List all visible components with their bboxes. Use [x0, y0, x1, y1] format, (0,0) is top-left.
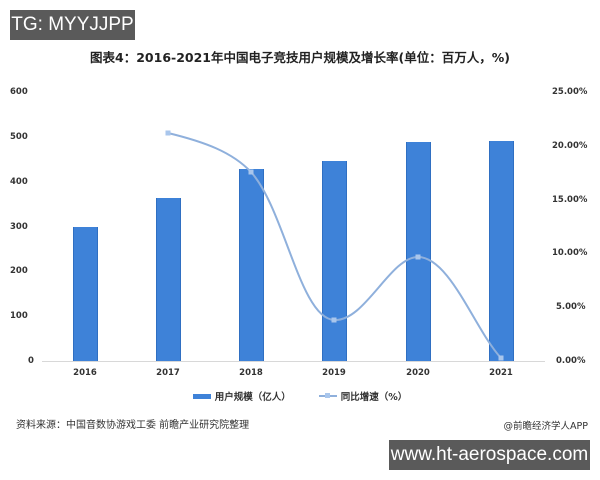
source-note: 资料来源：中国音数协游戏工委 前瞻产业研究院整理 — [16, 420, 250, 431]
legend-item-bar: 用户规模（亿人） — [192, 389, 291, 403]
left-tick: 100 — [10, 311, 28, 321]
right-tick: 0.00% — [556, 356, 586, 366]
line-marker — [415, 254, 421, 260]
credit: @前瞻经济学人APP — [503, 421, 588, 432]
right-tick: 15.00% — [552, 195, 588, 205]
line-marker — [248, 169, 254, 175]
legend-item-line: 同比增速（%） — [318, 389, 408, 403]
x-tick: 2016 — [73, 368, 97, 378]
x-axis-line — [42, 361, 545, 362]
line-marker — [165, 130, 171, 136]
bar-2020 — [406, 142, 431, 361]
legend-line-label: 同比增速（%） — [340, 392, 408, 403]
left-tick: 200 — [10, 266, 28, 276]
right-tick: 5.00% — [556, 302, 586, 312]
watermark-tag-top: TG: MYYJJPP — [10, 10, 135, 40]
line-marker — [498, 355, 504, 361]
bar-2019 — [322, 161, 347, 361]
left-tick: 400 — [10, 177, 28, 187]
watermark-tag-bottom: www.ht-aerospace.com — [389, 440, 590, 470]
right-tick: 10.00% — [552, 248, 588, 258]
x-tick: 2018 — [239, 368, 263, 378]
legend-bar-label: 用户规模（亿人） — [214, 392, 291, 403]
bar-2021 — [489, 141, 514, 361]
left-tick: 300 — [10, 222, 28, 232]
right-tick: 25.00% — [552, 87, 588, 97]
chart-title: 图表4：2016-2021年中国电子竞技用户规模及增长率(单位：百万人，%) — [90, 50, 510, 65]
bar-2018 — [239, 169, 264, 361]
bar-swatch-icon — [192, 393, 211, 399]
x-tick: 2021 — [489, 368, 513, 378]
left-tick: 0 — [28, 356, 34, 366]
line-swatch-icon — [318, 393, 337, 398]
line-marker — [331, 317, 337, 323]
right-tick: 20.00% — [552, 141, 588, 151]
left-tick: 600 — [10, 87, 28, 97]
x-tick: 2017 — [156, 368, 180, 378]
left-tick: 500 — [10, 132, 28, 142]
bar-2017 — [156, 198, 181, 361]
x-tick: 2020 — [406, 368, 430, 378]
x-tick: 2019 — [322, 368, 346, 378]
bar-2016 — [73, 227, 98, 361]
legend: 用户规模（亿人） 同比增速（%） — [0, 389, 600, 403]
